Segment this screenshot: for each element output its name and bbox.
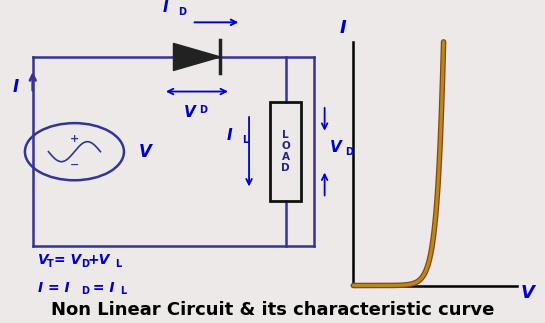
Text: V: V [38, 254, 49, 267]
Text: D: D [199, 106, 208, 116]
Text: = I: = I [88, 281, 114, 295]
Text: I: I [163, 0, 168, 15]
Text: = V: = V [53, 254, 81, 267]
Text: D: D [81, 259, 89, 269]
Text: V: V [184, 105, 196, 120]
Text: L: L [243, 135, 249, 145]
Text: D: D [346, 147, 354, 157]
Bar [270, 102, 301, 201]
Text: I: I [13, 78, 19, 96]
Text: V: V [330, 140, 342, 155]
Text: D: D [81, 286, 89, 296]
Text: +V: +V [87, 254, 110, 267]
Text: +: + [70, 134, 79, 144]
Text: V: V [138, 143, 152, 161]
Text: V: V [521, 284, 535, 302]
Text: L: L [120, 286, 126, 296]
Text: D: D [178, 7, 186, 17]
Text: −: − [70, 160, 79, 170]
Text: T: T [47, 259, 54, 269]
Text: I: I [227, 128, 233, 143]
Text: L: L [115, 259, 122, 269]
Text: Non Linear Circuit & its characteristic curve: Non Linear Circuit & its characteristic … [51, 301, 494, 318]
Text: I: I [340, 19, 346, 37]
Text: L
O
A
D: L O A D [281, 130, 290, 173]
Polygon shape [173, 43, 220, 70]
Text: I = I: I = I [38, 281, 70, 295]
